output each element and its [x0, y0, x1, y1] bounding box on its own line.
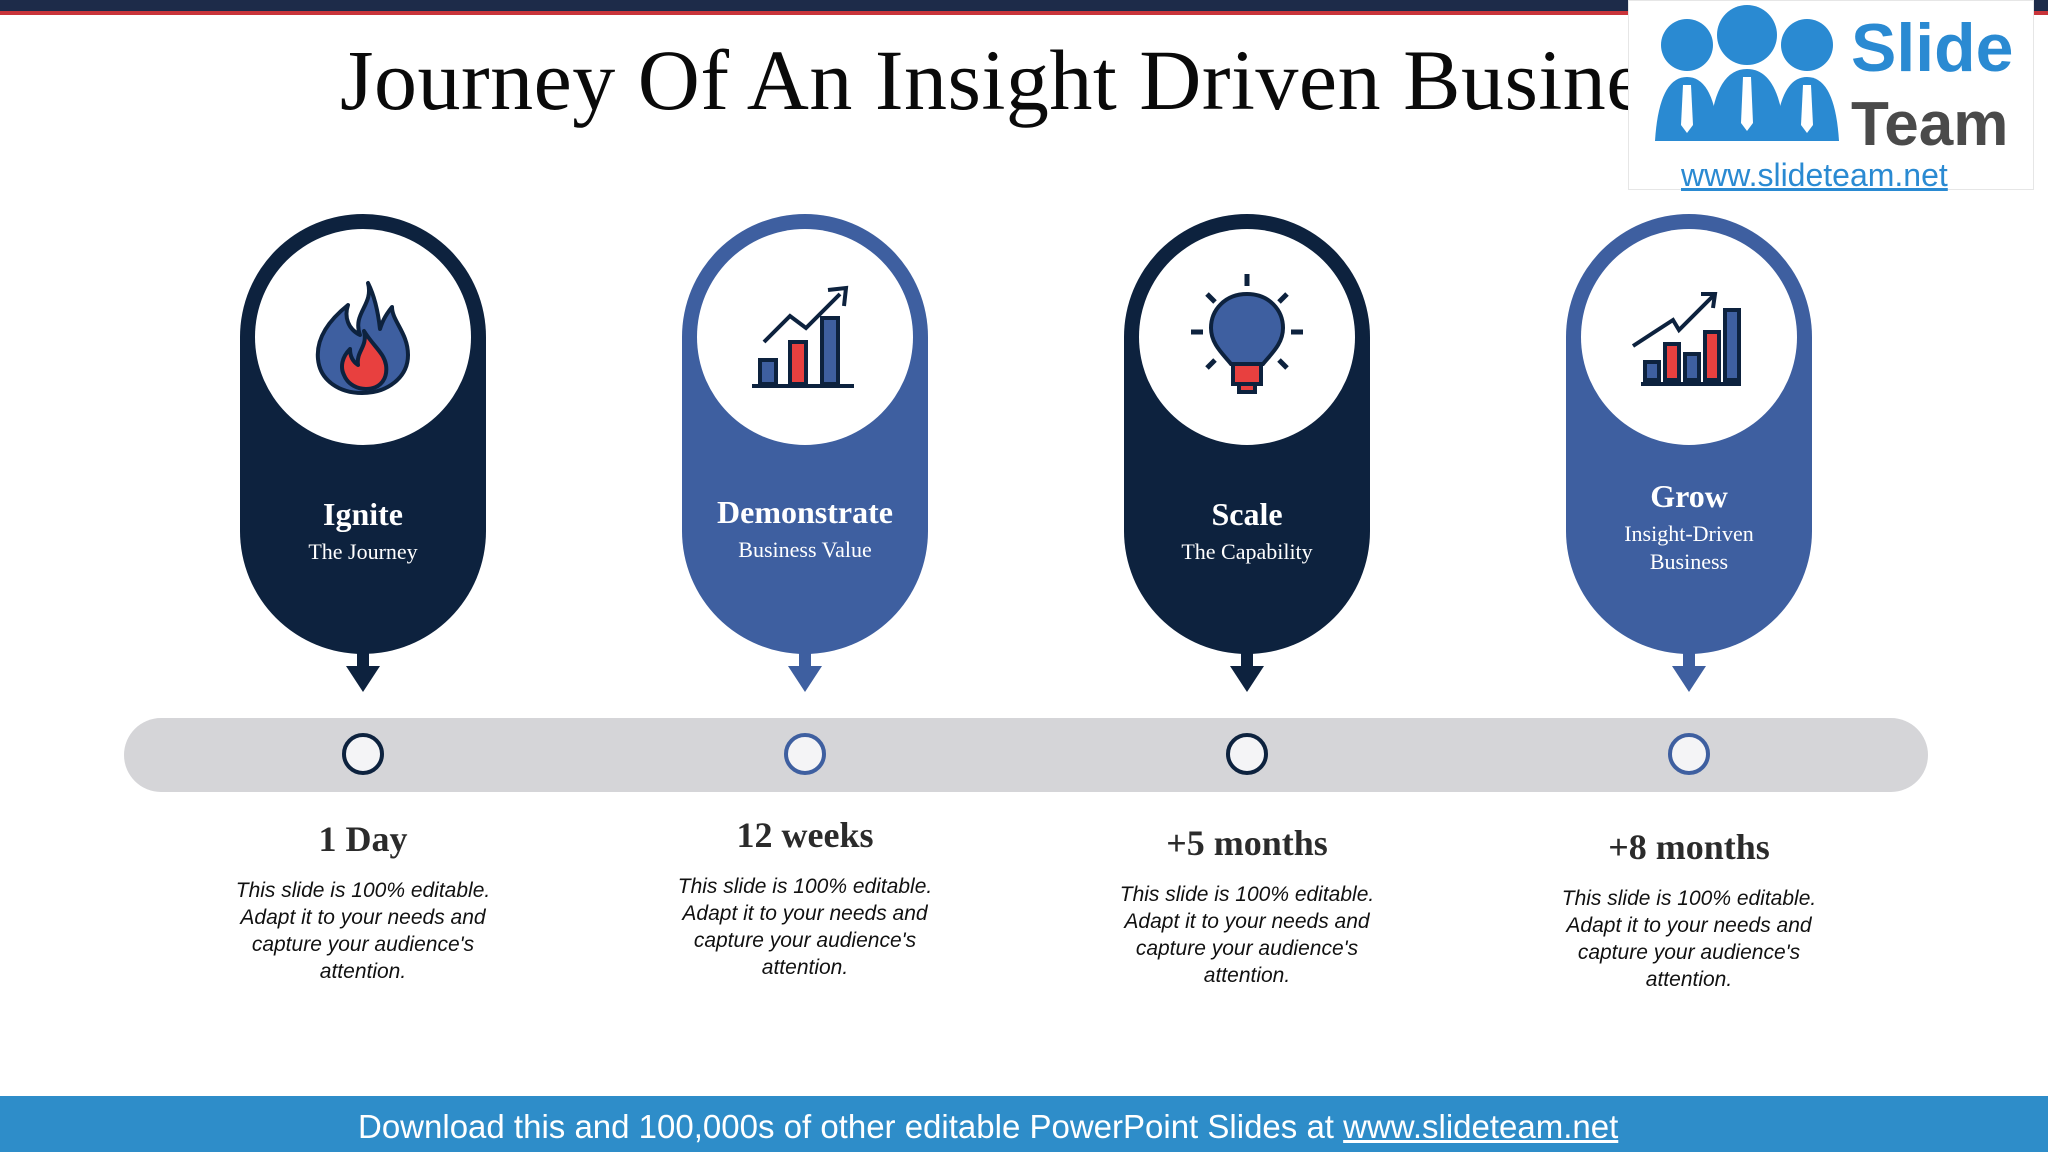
footer-text: Download this and 100,000s of other edit… — [358, 1108, 1618, 1146]
stage-title: Ignite — [323, 496, 403, 532]
stage-icon-circle — [255, 229, 471, 445]
footer-banner — [0, 1096, 2048, 1152]
stage-title: Scale — [1211, 496, 1283, 532]
down-arrow-icon — [1672, 630, 1706, 692]
top-border-accent — [0, 11, 2048, 15]
stage-subtitle: Business Value — [738, 537, 872, 562]
footer-message: Download this and 100,000s of other edit… — [358, 1108, 1344, 1145]
timeline-track — [124, 718, 1928, 792]
stage-title: Grow — [1650, 478, 1728, 514]
lightbulb-icon — [1191, 274, 1303, 394]
down-arrow-icon — [1230, 630, 1264, 692]
team-people-icon — [1655, 5, 1839, 141]
stage-icon-circle — [1581, 229, 1797, 445]
stage-subtitle: The Journey — [308, 539, 418, 564]
stage-demonstrate-card: Demonstrate Business Value — [682, 214, 928, 654]
bar-chart-trend-icon — [1631, 292, 1741, 386]
stage-description: This slide is 100% editable. Adapt it to… — [235, 879, 491, 983]
stage-timeframe: 12 weeks — [736, 815, 874, 855]
down-arrow-icon — [346, 630, 380, 692]
timeline-node — [1226, 733, 1268, 775]
growth-chart-icon — [752, 285, 854, 388]
stage-subtitle-line2: Business — [1649, 549, 1729, 574]
stage-title: Demonstrate — [717, 494, 893, 530]
stage-timeframe: +5 months — [1166, 823, 1328, 863]
stage-subtitle-line1: Insight-Driven — [1624, 521, 1754, 546]
stage-description: This slide is 100% editable. Adapt it to… — [677, 875, 933, 979]
stage-icon-circle — [697, 229, 913, 445]
stage-scale-card: Scale The Capability — [1124, 214, 1370, 654]
timeline-node — [1668, 733, 1710, 775]
stage-description: This slide is 100% editable. Adapt it to… — [1119, 883, 1375, 987]
footer-link[interactable]: www.slideteam.net — [1343, 1108, 1619, 1145]
stage-timeframe: +8 months — [1608, 827, 1770, 867]
logo-url-link[interactable]: www.slideteam.net — [1681, 157, 1948, 193]
stage-timeframe: 1 Day — [318, 819, 408, 859]
slide-title: Journey Of An Insight Driven Business — [340, 32, 1713, 128]
timeline-node — [342, 733, 384, 775]
timeline-node — [784, 733, 826, 775]
stage-grow-card: Grow Insight-Driven Business — [1566, 214, 1812, 654]
down-arrow-icon — [788, 630, 822, 692]
top-border-bar — [0, 0, 2048, 11]
stage-icon-circle — [1139, 229, 1355, 445]
slideteam-logo[interactable]: Slide Team www.slideteam.net — [1628, 0, 2034, 193]
logo-word-team: Team — [1851, 90, 2009, 159]
stage-ignite-card: Ignite The Journey — [240, 214, 486, 654]
stage-description: This slide is 100% editable. Adapt it to… — [1561, 887, 1817, 991]
stage-subtitle: The Capability — [1181, 539, 1313, 564]
fire-icon — [315, 281, 410, 395]
logo-word-slide: Slide — [1851, 10, 2014, 86]
